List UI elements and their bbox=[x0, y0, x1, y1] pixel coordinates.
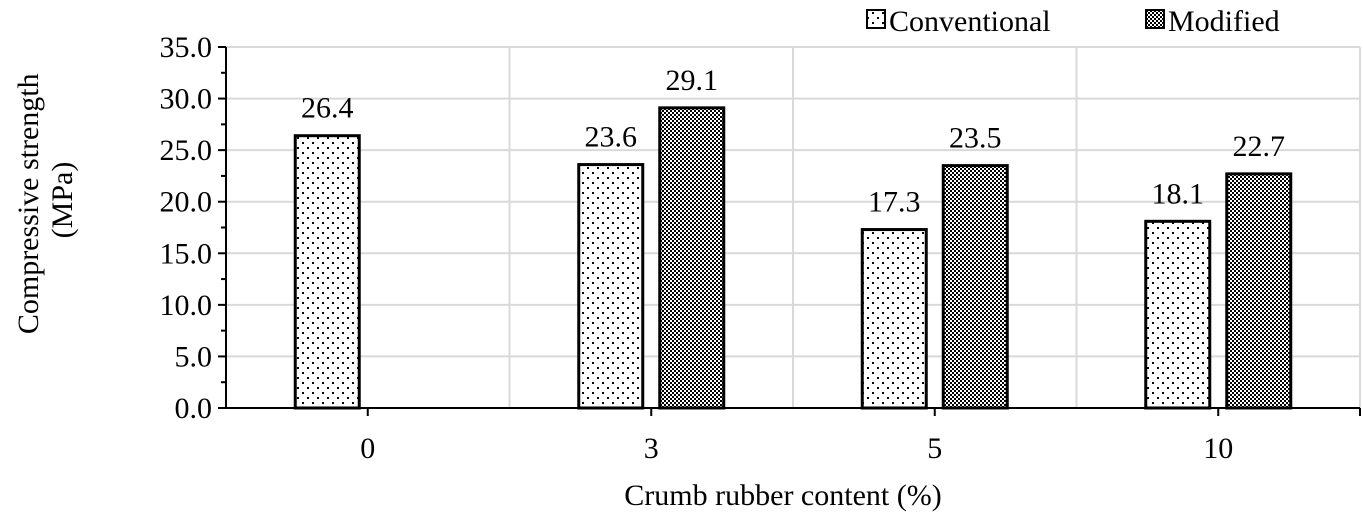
x-tick-label-0: 0 bbox=[360, 432, 375, 465]
y-tick-label: 10.0 bbox=[160, 289, 213, 322]
axes bbox=[218, 46, 1361, 416]
data-label-modified-3: 29.1 bbox=[666, 64, 719, 97]
bar-modified-3 bbox=[658, 106, 726, 410]
grid-lines bbox=[226, 46, 1361, 408]
x-axis-title: Crumb rubber content (%) bbox=[624, 479, 941, 512]
bar-conventional-3 bbox=[577, 163, 645, 410]
legend: Conventional Modified bbox=[866, 5, 1280, 38]
bars bbox=[293, 106, 1293, 410]
y-tick-label: 0.0 bbox=[175, 392, 213, 425]
y-tick-label: 25.0 bbox=[160, 134, 213, 167]
data-label-modified-5: 23.5 bbox=[949, 122, 1002, 155]
y-axis-title-line-2: (MPa) bbox=[46, 162, 79, 239]
data-label-conventional-5: 17.3 bbox=[868, 186, 921, 219]
legend-swatch-conventional bbox=[866, 9, 886, 29]
y-tick-label: 15.0 bbox=[160, 237, 213, 270]
labels: 26.4 23.6 29.1 17.3 23.5 18.1 22.7 0.0 5.0 10.0 15… bbox=[160, 31, 1286, 465]
bar-modified-5 bbox=[941, 164, 1009, 410]
bar-conventional-5 bbox=[860, 228, 928, 410]
y-tick-label: 5.0 bbox=[175, 340, 213, 373]
legend-swatch-modified bbox=[1145, 9, 1165, 29]
legend-label-modified: Modified bbox=[1168, 5, 1280, 38]
y-tick-label: 35.0 bbox=[160, 31, 213, 64]
x-tick-label-10: 10 bbox=[1203, 432, 1233, 465]
x-tick-label-5: 5 bbox=[927, 432, 942, 465]
legend-label-conventional: Conventional bbox=[889, 5, 1051, 38]
y-axis-title: Compressive strength (MPa) bbox=[12, 66, 79, 334]
y-axis-title-line-1: Compressive strength bbox=[12, 73, 45, 334]
y-tick-label: 30.0 bbox=[160, 83, 213, 116]
data-label-conventional-3: 23.6 bbox=[585, 121, 638, 154]
y-tick-label: 20.0 bbox=[160, 186, 213, 219]
data-label-conventional-10: 18.1 bbox=[1152, 177, 1205, 210]
data-label-conventional-0: 26.4 bbox=[301, 92, 354, 125]
bar-modified-10 bbox=[1225, 172, 1293, 410]
bar-conventional-0 bbox=[293, 134, 361, 410]
data-label-modified-10: 22.7 bbox=[1233, 130, 1286, 163]
bar-conventional-10 bbox=[1144, 219, 1212, 410]
x-tick-label-3: 3 bbox=[644, 432, 659, 465]
